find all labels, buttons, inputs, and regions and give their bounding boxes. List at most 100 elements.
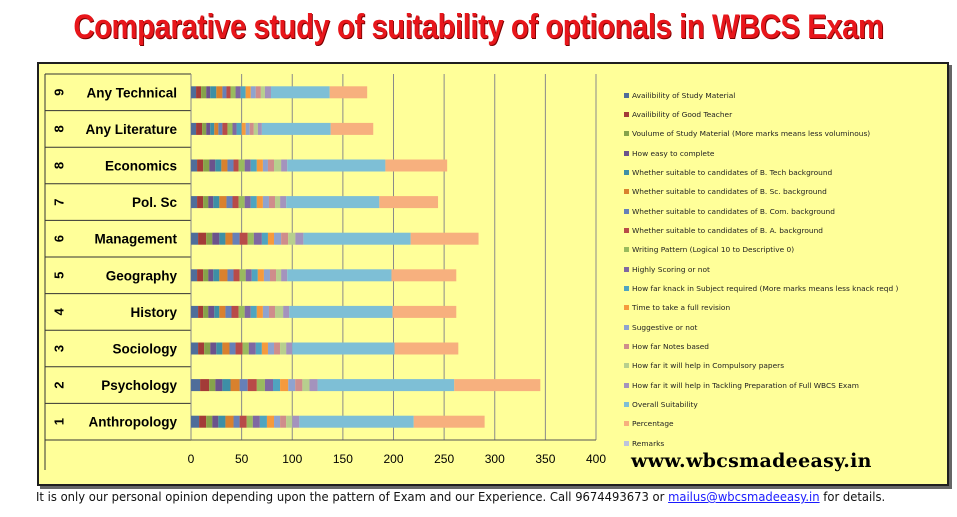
- website-url: www.wbcsmadeeasy.in: [631, 450, 872, 472]
- bar-segment: [256, 305, 263, 318]
- legend-label: How far Notes based: [632, 342, 709, 352]
- bar-segment: [330, 122, 374, 135]
- legend-item: Whether suitable to candidates of B. Tec…: [624, 165, 832, 179]
- bar-segment: [250, 159, 257, 172]
- bar-segment: [227, 122, 233, 135]
- bar-segment: [249, 122, 254, 135]
- legend-label: Whether suitable to candidates of B. Com…: [632, 206, 835, 216]
- bar-segment: [281, 232, 289, 245]
- legend-label: Whether suitable to candidates of B. Tec…: [632, 167, 833, 177]
- bar-segment: [215, 159, 222, 172]
- bar-segment: [255, 86, 261, 99]
- bar-segment: [262, 305, 269, 318]
- bar-segment: [267, 232, 275, 245]
- legend-item: Suggestive or not: [624, 320, 697, 334]
- footer-text-end: for details.: [819, 490, 886, 504]
- bar-segment: [227, 159, 234, 172]
- legend-swatch: [624, 344, 629, 350]
- legend-label: Whether suitable to candidates of B. Sc.…: [632, 187, 827, 197]
- bar-segment: [276, 269, 282, 282]
- bar-segment: [208, 269, 214, 282]
- legend-label: Highly Scoring or not: [632, 264, 710, 274]
- bar-segment: [286, 342, 293, 355]
- bar-segment: [208, 305, 215, 318]
- bar-segment: [288, 379, 296, 392]
- category-number: 8: [51, 162, 66, 169]
- legend-item: Whether suitable to candidates of B. A. …: [624, 223, 823, 237]
- bar-segment: [203, 305, 209, 318]
- bar-segment: [413, 415, 485, 428]
- bar-segment: [238, 305, 245, 318]
- bar-segment: [255, 342, 262, 355]
- legend-item: Whether suitable to candidates of B. Com…: [624, 204, 835, 218]
- email-link[interactable]: mailus@wbcsmadeeasy.in: [668, 490, 820, 504]
- legend-swatch: [624, 247, 629, 253]
- bar-segment: [206, 415, 213, 428]
- bar-segment: [235, 86, 241, 99]
- bar-segment: [198, 305, 204, 318]
- bar-segment: [295, 232, 304, 245]
- bar-segment: [295, 379, 303, 392]
- bar-segment: [239, 379, 248, 392]
- bar-segment: [212, 232, 220, 245]
- legend-label: Suggestive or not: [632, 322, 698, 332]
- bar-segment: [202, 122, 207, 135]
- bar-segment: [239, 232, 248, 245]
- bar-segment: [233, 159, 239, 172]
- legend-swatch: [624, 324, 629, 330]
- bar-segment: [259, 415, 267, 428]
- bar-segment: [264, 86, 271, 99]
- bar-segment: [238, 196, 245, 209]
- bar-segment: [213, 269, 220, 282]
- bar-segment: [329, 86, 368, 99]
- legend-item: Percentage: [624, 417, 674, 431]
- category-number: 6: [51, 235, 66, 242]
- bar-segment: [203, 196, 209, 209]
- legend-item: Availibility of Study Material: [624, 88, 735, 102]
- stacked-bar-chart: 0 50 100 150 200 250 300 350 400 1 Anthropology 2 Ps…: [44, 73, 606, 470]
- bar-segment: [219, 305, 226, 318]
- bar-segment: [281, 159, 288, 172]
- category-label: Geography: [106, 268, 178, 283]
- bar-segment: [214, 305, 220, 318]
- bar-segment: [219, 196, 227, 209]
- bar-segment: [288, 232, 296, 245]
- bar-segment: [206, 232, 213, 245]
- footer-text: It is only our personal opinion dependin…: [36, 490, 669, 504]
- legend-item: Remarks: [624, 436, 664, 450]
- footer-note: It is only our personal opinion dependin…: [36, 490, 885, 504]
- bar-segment: [191, 379, 201, 392]
- x-tick-label: 200: [383, 452, 403, 466]
- bar-segment: [253, 232, 262, 245]
- bar-segment: [261, 122, 331, 135]
- bar-segment: [287, 269, 392, 282]
- category-label: Psychology: [101, 378, 177, 393]
- bar-segment: [196, 86, 202, 99]
- legend-swatch: [624, 382, 629, 388]
- bar-segment: [209, 159, 216, 172]
- bar-segment: [191, 86, 197, 99]
- bar-segment: [219, 232, 226, 245]
- bar-segment: [198, 342, 205, 355]
- legend-item: Time to take a full revision: [624, 301, 730, 315]
- bar-segment: [261, 232, 268, 245]
- bar-segment: [292, 342, 395, 355]
- bar-segment: [289, 305, 393, 318]
- legend-label: Overall Suitability: [632, 400, 698, 410]
- x-tick-label: 250: [434, 452, 454, 466]
- bar-segment: [283, 305, 290, 318]
- bar-segment: [232, 232, 240, 245]
- bar-segment: [214, 122, 219, 135]
- bar-segment: [199, 415, 207, 428]
- bar-segment: [317, 379, 455, 392]
- bar-segment: [262, 159, 268, 172]
- bar-segment: [245, 122, 250, 135]
- bar-segment: [268, 196, 276, 209]
- bar-segment: [257, 122, 262, 135]
- legend-item: How far knack in Subject required (More …: [624, 282, 898, 296]
- bar-segment: [191, 415, 200, 428]
- bar-segment: [230, 379, 240, 392]
- legend-label: How far knack in Subject required (More …: [632, 284, 899, 293]
- bar-segment: [275, 305, 284, 318]
- bar-segment: [244, 196, 251, 209]
